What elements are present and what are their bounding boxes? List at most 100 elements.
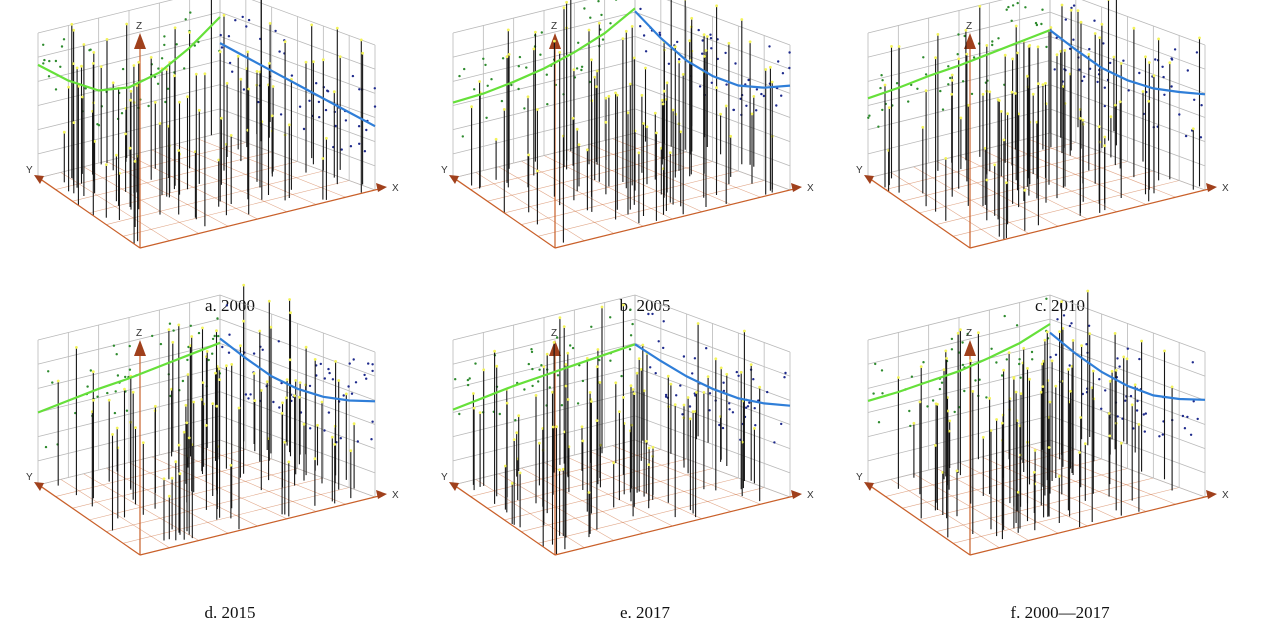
west-projection-point [54,88,58,91]
east-projection-point [1127,89,1130,92]
west-projection-point [961,80,965,83]
sample-stick-tip [1003,53,1007,57]
east-projection-point [342,394,345,397]
west-projection-point [1024,6,1027,9]
y-axis-arrow [864,482,874,491]
west-projection-point [881,79,884,82]
caption-b: b. 2005 [619,296,671,315]
east-projection-point [1196,417,1199,421]
sample-stick-tip [133,160,137,163]
panel-e: Z X Y e. 2017 [441,294,845,625]
sample-stick-tip [1147,61,1151,64]
y-axis [453,177,556,249]
west-projection-point [1031,358,1034,361]
floor-gridline [122,487,350,544]
west-projection-point [922,56,925,59]
sample-stick-tip [359,38,363,42]
east-projection-points [647,312,787,444]
east-projection-point [1191,361,1194,364]
east-projection-point [1181,414,1185,418]
sample-stick-tip [897,376,900,379]
west-projection-point [530,350,534,354]
z-axis-label: Z [551,21,557,32]
west-projection-point [555,336,559,339]
west-projection-point [193,44,196,47]
y-axis-arrow [449,175,459,184]
sample-stick-tip [1022,346,1026,350]
east-projection-point [1088,47,1091,51]
sample-stick-tip [536,108,539,111]
west-projection-point [950,348,954,351]
sample-stick-tip [1069,389,1072,393]
sample-stick-tip [1014,24,1018,28]
wall-gridline [634,84,791,143]
sample-stick-tip [111,81,115,85]
east-projection-point [709,37,713,40]
east-projection-point [1070,322,1073,325]
sample-stick-tip [641,343,645,347]
sample-stick-tip [965,52,969,56]
east-projection-point [682,355,686,358]
sample-stick-tip [956,331,960,335]
left-wall-grid [37,0,221,179]
sample-stick-tip [229,134,233,137]
sample-stick-tip [598,381,602,384]
sample-stick-tip [332,90,336,94]
sample-stick-tip [211,402,215,405]
west-projection-point [217,334,220,338]
floor-gridline [918,468,1128,521]
sample-stick-tip [1113,103,1117,107]
sample-stick-tip [1061,327,1065,330]
sample-stick-tip [564,384,568,388]
wall-gridline [452,35,636,82]
sample-stick-tip [188,31,192,34]
sample-stick-tip [919,365,923,368]
caption-e: e. 2017 [619,603,671,622]
sample-stick-tip [671,108,675,112]
sample-stick-tip [186,373,190,376]
sample-stick-tip [918,400,922,404]
east-projection-point [242,88,246,91]
west-projection-point [985,396,988,399]
east-projection-point [639,7,642,11]
sample-stick-tip [934,444,937,447]
east-projection-point [728,402,731,405]
wall-gridline [452,0,589,34]
sample-stick-tip [644,439,648,443]
east-projection-point [358,142,361,145]
sample-stick-tip [590,400,593,403]
west-projection-point [84,87,87,90]
east-projection-point [1096,80,1099,84]
east-projection-point [721,426,725,430]
sample-stick-tip [1062,85,1065,88]
sample-stick-tip [494,137,498,141]
sample-stick-tip [653,111,657,115]
y-axis-arrow [864,175,874,184]
east-projection-point [708,392,712,395]
sample-stick-tip [1058,330,1061,333]
sample-stick-tip [959,116,963,120]
floor-gridline [503,468,713,521]
sample-stick-tip [253,399,257,402]
sample-stick-tip [644,66,647,70]
east-projection-point [328,371,331,375]
sample-stick-tip [647,446,651,450]
wall-gridline [634,342,791,401]
sample-stick-tip [149,56,153,59]
east-projection-point [1116,415,1119,418]
sample-stick-tip [719,366,723,370]
sample-stick-tip [614,381,618,385]
west-projection-point [114,390,117,393]
sample-stick-tip [527,153,531,157]
x-axis [139,187,382,249]
east-trend-line [1049,29,1206,96]
sample-stick-tip [125,22,129,26]
wall-gridline [219,11,376,70]
wall-gridline [634,60,791,118]
west-projection-point [458,74,461,78]
sample-stick-tip [1141,90,1145,93]
sample-stick-tip [215,329,218,333]
sample-stick-tip [551,425,555,429]
east-projection-point [709,33,712,36]
sample-stick-tip [123,387,126,391]
